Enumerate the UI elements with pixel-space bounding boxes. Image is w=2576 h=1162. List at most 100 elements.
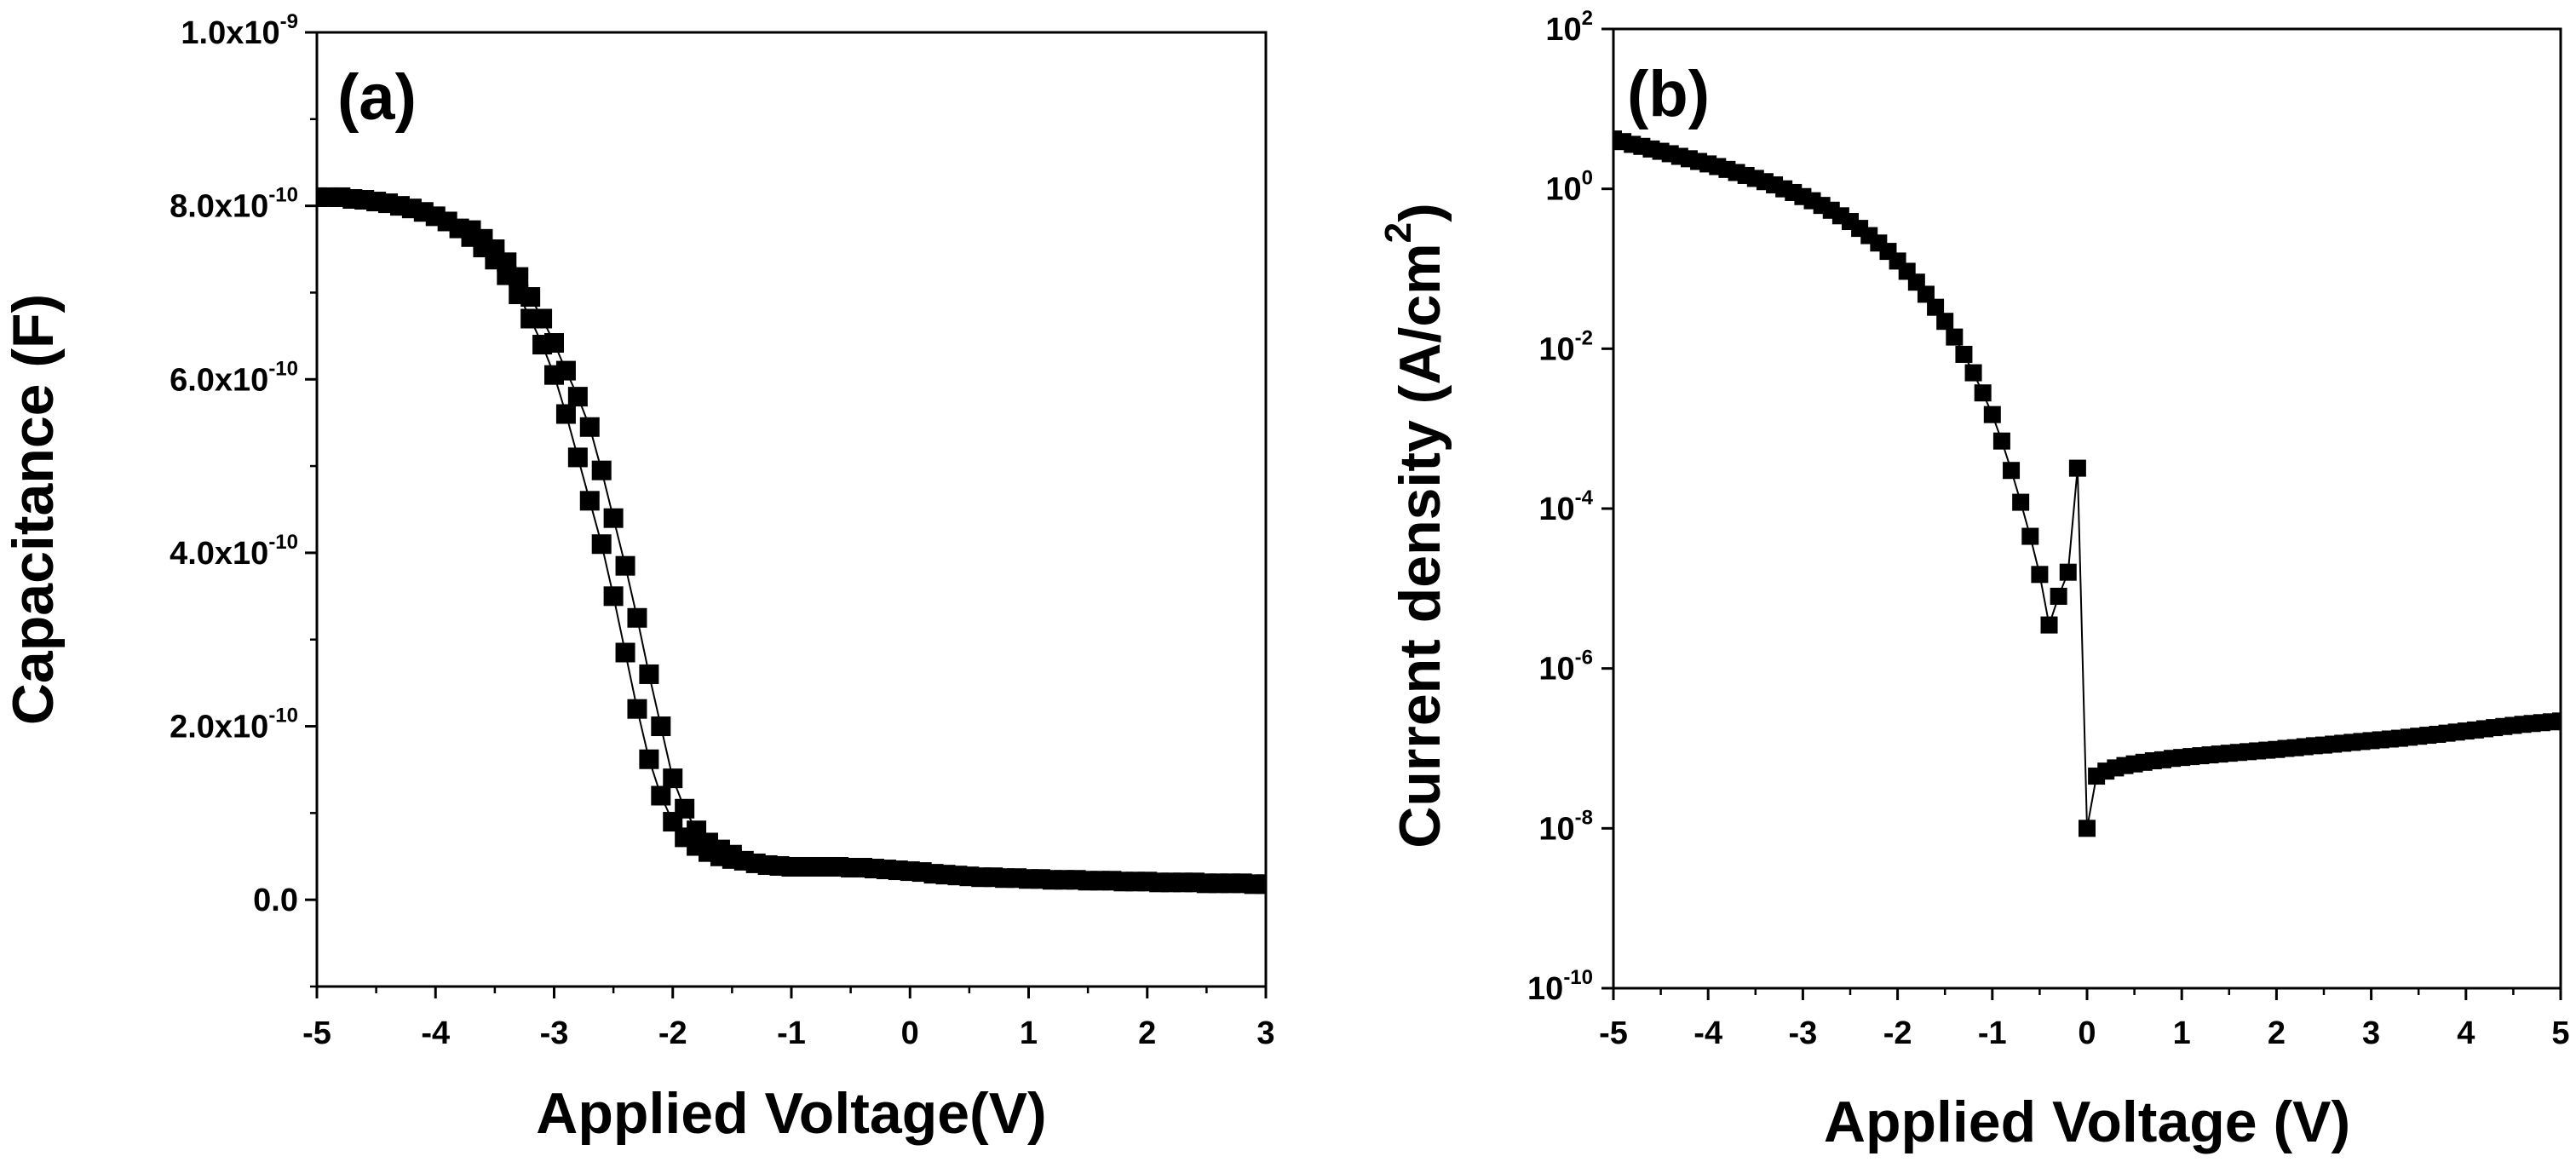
data-point <box>639 664 659 684</box>
series-line <box>1613 138 2561 829</box>
data-point <box>591 534 612 555</box>
x-tick-label: 2 <box>2268 1015 2286 1051</box>
data-point <box>2031 566 2049 584</box>
y-tick-label: 2.0x10-10 <box>170 705 298 745</box>
data-point <box>615 555 635 576</box>
data-point <box>603 586 624 607</box>
data-point <box>1955 345 1973 363</box>
data-point <box>1974 384 1992 402</box>
y-tick-mantissa: 0.0 <box>253 883 298 918</box>
panel-a: -5 -4 -3 -2 -1 0 1 2 30.02.0x10-104.0x10-106.0x1… <box>1 10 1275 1146</box>
x-tick-label: -1 <box>1978 1015 2007 1051</box>
y-axis-title-main: Current density (A/cm <box>1388 243 1452 848</box>
x-tick-label: 1 <box>2173 1015 2191 1051</box>
data-point <box>651 785 671 806</box>
y-tick-exponent: -4 <box>1575 486 1594 509</box>
data-point <box>555 404 576 424</box>
data-point <box>1992 432 2010 450</box>
x-tick-label: 3 <box>1256 1015 1274 1051</box>
y-tick-label: 102 <box>1545 7 1593 48</box>
x-tick-label: 1 <box>1020 1015 1038 1051</box>
y-tick-mantissa: 1.0x10 <box>181 15 279 51</box>
y-tick-label: 10-2 <box>1538 326 1593 367</box>
y-tick-exponent: -10 <box>268 357 298 380</box>
y-tick-exponent: -6 <box>1575 647 1593 670</box>
y-axis-title: Capacitance (F) <box>1 294 66 725</box>
data-point <box>1946 328 1964 346</box>
data-point <box>2021 527 2039 545</box>
data-point <box>1936 313 1954 331</box>
x-tick-label: 0 <box>901 1015 919 1051</box>
y-tick-label: 10-8 <box>1538 806 1593 847</box>
data-point <box>591 460 612 480</box>
data-point <box>2003 462 2021 480</box>
x-tick-label: -3 <box>1789 1015 1818 1051</box>
y-tick-exponent: 0 <box>1582 167 1593 190</box>
data-point <box>579 417 600 437</box>
y-tick-mantissa: 10 <box>1545 12 1581 48</box>
y-tick-label: 10-10 <box>1527 966 1593 1007</box>
y-tick-mantissa: 8.0x10 <box>170 189 268 225</box>
x-tick-label: -5 <box>1599 1015 1628 1051</box>
data-point <box>2012 493 2030 511</box>
data-point <box>603 508 624 528</box>
data-point <box>532 308 553 329</box>
y-tick-label: 0.0 <box>253 883 298 918</box>
y-tick-exponent: -10 <box>268 705 298 728</box>
x-tick-label: -2 <box>1883 1015 1912 1051</box>
x-tick-label: 4 <box>2457 1015 2475 1051</box>
data-point <box>2059 563 2077 581</box>
data-point <box>627 699 647 719</box>
y-tick-mantissa: 4.0x10 <box>170 536 268 572</box>
x-tick-label: -4 <box>1693 1015 1722 1051</box>
panel-label: (a) <box>337 61 417 134</box>
y-tick-label: 4.0x10-10 <box>170 531 298 572</box>
data-point <box>555 360 576 381</box>
data-point <box>1964 364 1982 382</box>
y-tick-exponent: -8 <box>1575 806 1593 829</box>
x-axis-title: Applied Voltage(V) <box>536 1081 1046 1146</box>
y-axis-title-close: ) <box>1388 203 1452 222</box>
data-point <box>651 716 671 737</box>
x-tick-label: -4 <box>421 1015 450 1051</box>
y-tick-mantissa: 10 <box>1538 652 1574 687</box>
data-point <box>639 749 659 769</box>
y-tick-label: 8.0x10-10 <box>170 184 298 225</box>
data-point <box>2040 616 2058 634</box>
x-axis-title: Applied Voltage (V) <box>1824 1090 2350 1154</box>
data-layer <box>317 187 1266 895</box>
x-tick-label: 3 <box>2362 1015 2380 1051</box>
y-tick-mantissa: 10 <box>1538 492 1574 527</box>
data-point <box>567 387 588 407</box>
x-tick-label: 5 <box>2551 1015 2569 1051</box>
y-tick-exponent: -2 <box>1575 326 1593 349</box>
y-tick-mantissa: 2.0x10 <box>170 710 268 745</box>
data-point <box>722 844 742 865</box>
data-point <box>579 491 600 511</box>
y-tick-exponent: 2 <box>1582 7 1593 30</box>
data-point <box>615 642 635 663</box>
data-point <box>2552 712 2561 730</box>
y-tick-label: 100 <box>1545 167 1593 208</box>
y-tick-mantissa: 10 <box>1527 971 1563 1007</box>
plot-frame <box>315 31 1268 988</box>
x-tick-label: -2 <box>658 1015 687 1051</box>
series-line <box>317 196 1266 885</box>
data-point <box>567 447 588 468</box>
x-tick-label: 0 <box>2078 1015 2096 1051</box>
data-point <box>1983 406 2001 423</box>
data-point <box>2068 459 2086 477</box>
data-point <box>2079 820 2096 837</box>
y-tick-exponent: -9 <box>280 10 298 33</box>
data-point <box>1917 285 1935 303</box>
y-axis-title-superscript: 2 <box>1377 222 1419 243</box>
y-tick-label: 6.0x10-10 <box>170 357 298 398</box>
panel-label: (b) <box>1627 58 1710 130</box>
y-tick-exponent: -10 <box>268 184 298 207</box>
y-tick-mantissa: 6.0x10 <box>170 362 268 398</box>
x-tick-label: -5 <box>302 1015 331 1051</box>
data-point <box>1927 298 1945 316</box>
y-tick-mantissa: 10 <box>1545 172 1581 208</box>
data-point <box>544 333 564 354</box>
